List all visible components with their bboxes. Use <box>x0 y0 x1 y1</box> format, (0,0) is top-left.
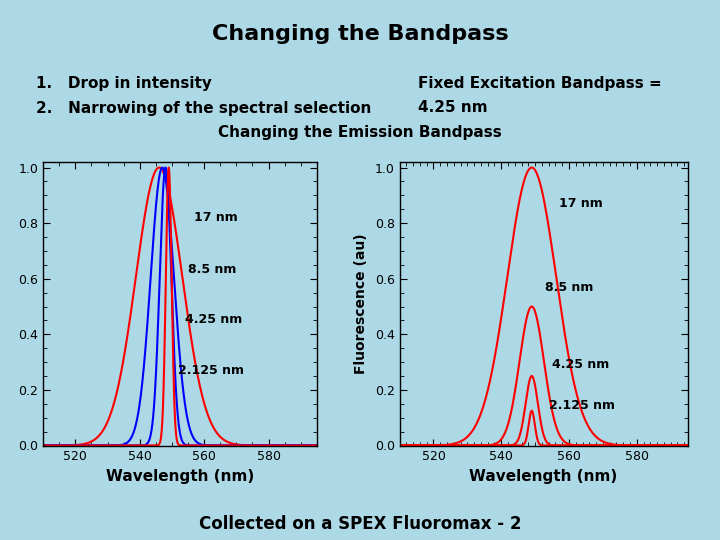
Text: Changing the Bandpass: Changing the Bandpass <box>212 24 508 44</box>
Y-axis label: Fluorescence (au): Fluorescence (au) <box>354 233 368 374</box>
Text: 8.5 nm: 8.5 nm <box>545 281 594 294</box>
Text: 4.25 nm: 4.25 nm <box>552 359 609 372</box>
Text: Changing the Emission Bandpass: Changing the Emission Bandpass <box>218 125 502 140</box>
X-axis label: Wavelength (nm): Wavelength (nm) <box>106 469 254 484</box>
Text: 17 nm: 17 nm <box>194 211 238 224</box>
Text: 4.25 nm: 4.25 nm <box>418 100 487 116</box>
Text: 2.   Narrowing of the spectral selection: 2. Narrowing of the spectral selection <box>36 100 372 116</box>
Text: 1.   Drop in intensity: 1. Drop in intensity <box>36 76 212 91</box>
Text: Collected on a SPEX Fluoromax - 2: Collected on a SPEX Fluoromax - 2 <box>199 515 521 533</box>
X-axis label: Wavelength (nm): Wavelength (nm) <box>469 469 618 484</box>
Text: 2.125 nm: 2.125 nm <box>549 399 615 411</box>
Text: 4.25 nm: 4.25 nm <box>185 313 242 326</box>
Text: 17 nm: 17 nm <box>559 197 603 210</box>
Text: 2.125 nm: 2.125 nm <box>179 364 244 377</box>
Text: 8.5 nm: 8.5 nm <box>188 262 236 275</box>
Text: Fixed Excitation Bandpass =: Fixed Excitation Bandpass = <box>418 76 662 91</box>
